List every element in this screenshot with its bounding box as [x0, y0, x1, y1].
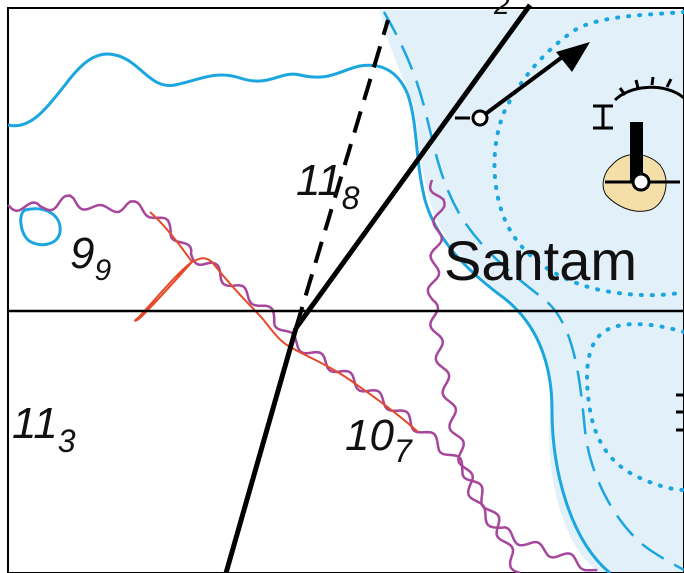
leading-line-dashed	[294, 19, 390, 329]
restricted-line	[149, 211, 419, 433]
restricted-loop	[134, 261, 193, 322]
sounding-9-9: 99	[70, 229, 111, 287]
beacon-symbol	[593, 104, 613, 130]
chart-frame	[7, 7, 684, 573]
shallow-water-area	[380, 10, 684, 573]
sounding-11-8: 118	[296, 156, 360, 216]
sounding-main: 11	[12, 399, 58, 448]
sounding-sub: 8	[342, 180, 360, 216]
depth-contour-top	[7, 52, 611, 573]
sounding-11-3: 113	[12, 399, 76, 459]
leading-line-upper	[293, 3, 533, 330]
leading-line-lower	[223, 327, 299, 573]
depth-contour-small	[19, 207, 62, 247]
lighthouse-symbol	[605, 76, 684, 192]
sounding-main: 10	[345, 411, 394, 460]
top-edge-fragment: 2	[493, 0, 510, 20]
sounding-sub: 7	[394, 433, 413, 469]
sounding-main: 11	[296, 156, 342, 205]
dotted-contour-upper	[492, 10, 684, 298]
place-name-label: Santam	[444, 229, 637, 292]
sounding-main: 9	[70, 229, 94, 278]
sounding-10-7: 107	[345, 411, 413, 469]
sounding-sub: 3	[58, 423, 76, 459]
direction-arrow	[455, 42, 590, 127]
sounding-sub: 9	[94, 254, 111, 287]
dotted-contour-lower	[585, 322, 684, 492]
edge-mark	[676, 393, 684, 432]
cable-line-right	[426, 179, 598, 572]
